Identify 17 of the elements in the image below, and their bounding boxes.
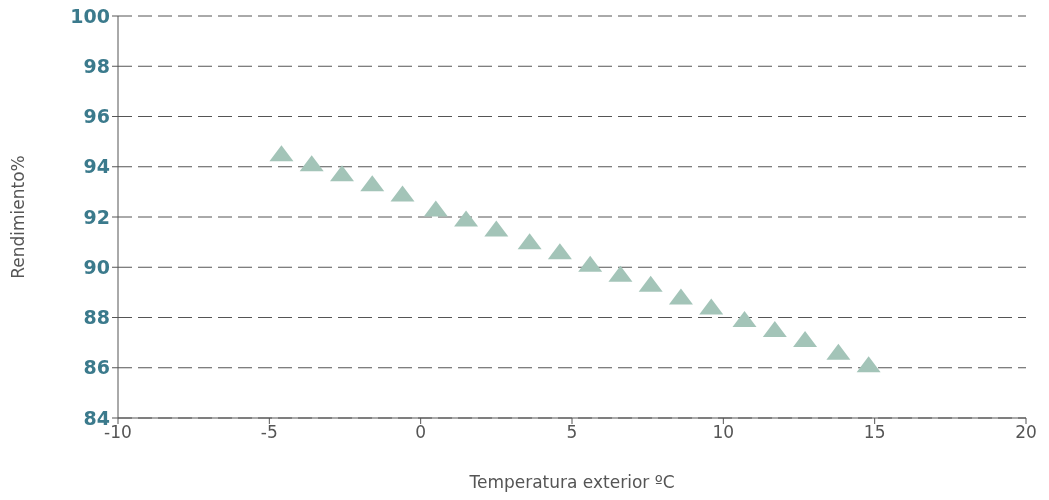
y-tick-label: 86 <box>83 356 110 379</box>
x-tick-label: 15 <box>863 422 886 443</box>
y-tick-label: 92 <box>83 205 110 228</box>
x-tick-label: 20 <box>1015 422 1037 443</box>
y-axis-title: Rendimiento% <box>8 155 29 279</box>
x-axis-title: Temperatura exterior ºC <box>468 472 675 492</box>
y-tick-label: 90 <box>83 255 110 278</box>
y-tick-label: 94 <box>83 155 110 178</box>
x-tick-label: 5 <box>566 422 578 443</box>
x-tick-label: 0 <box>415 422 427 443</box>
y-tick-label: 84 <box>83 406 110 429</box>
x-tick-label: -5 <box>260 422 278 443</box>
y-tick-label: 100 <box>70 4 110 27</box>
y-tick-label: 96 <box>83 105 110 128</box>
y-tick-label: 98 <box>83 55 110 77</box>
x-tick-label: 10 <box>712 422 735 443</box>
y-tick-label: 88 <box>83 306 110 329</box>
